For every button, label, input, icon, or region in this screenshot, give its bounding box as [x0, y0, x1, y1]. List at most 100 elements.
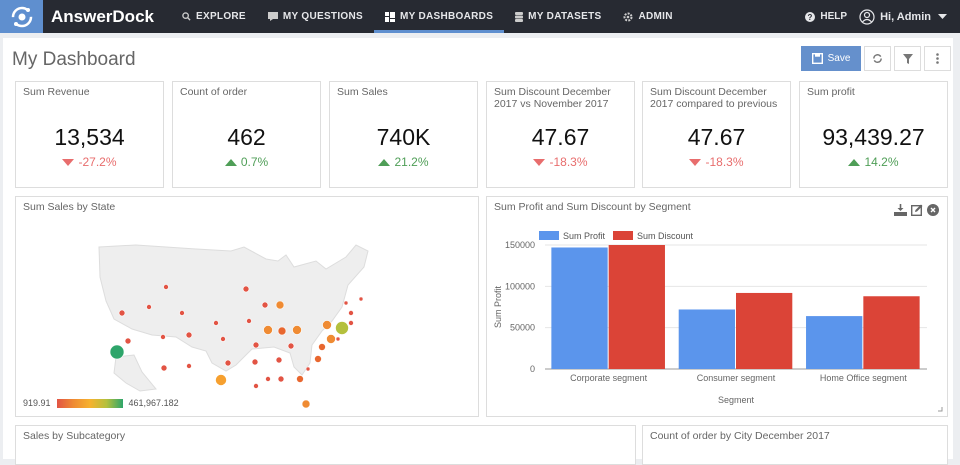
state-bubble[interactable]: [318, 343, 326, 351]
help-label: HELP: [820, 11, 848, 22]
kpi-title: Count of order: [180, 86, 248, 98]
nav-admin[interactable]: ADMIN: [612, 0, 683, 33]
subcategory-title: Sales by Subcategory: [23, 430, 126, 442]
state-bubble[interactable]: [322, 320, 332, 330]
state-bubble[interactable]: [287, 342, 295, 350]
state-bubble[interactable]: [305, 366, 311, 372]
bar: [736, 292, 793, 369]
map-color-legend: 919.91 461,967.182: [23, 398, 179, 408]
state-bubble[interactable]: [186, 363, 192, 369]
state-bubble[interactable]: [292, 325, 302, 335]
refresh-icon: [873, 54, 882, 63]
download-icon[interactable]: [894, 204, 907, 216]
save-button[interactable]: Save: [801, 46, 861, 71]
bar: [678, 309, 735, 369]
kpi-delta: 21.2%: [330, 155, 477, 169]
kpi-value: 47.67: [687, 124, 746, 150]
state-bubble[interactable]: [253, 383, 259, 389]
legend-max: 461,967.182: [128, 398, 179, 408]
help-icon: ?: [805, 11, 816, 22]
state-bubble[interactable]: [252, 341, 260, 349]
logo-icon[interactable]: [0, 0, 43, 33]
nav-my-questions[interactable]: MY QUESTIONS: [257, 0, 374, 33]
state-bubble[interactable]: [265, 376, 271, 382]
state-bubble[interactable]: [335, 336, 341, 342]
edit-icon[interactable]: [911, 204, 923, 216]
trend-down-icon: [533, 158, 546, 166]
state-bubble[interactable]: [213, 320, 219, 326]
state-bubble[interactable]: [263, 325, 273, 335]
user-name: Hi, Admin: [880, 10, 931, 23]
close-icon[interactable]: [927, 204, 939, 216]
state-bubble[interactable]: [163, 284, 169, 290]
state-bubble[interactable]: [296, 375, 304, 383]
kpi-card[interactable]: Sum profit 93,439.27 14.2%: [799, 81, 948, 188]
resize-handle-icon[interactable]: [938, 407, 943, 412]
kpi-card[interactable]: Sum Revenue 13,534 -27.2%: [15, 81, 164, 188]
state-bubble[interactable]: [246, 318, 252, 324]
bar: [863, 296, 920, 369]
state-bubble[interactable]: [314, 355, 322, 363]
kpi-title: Sum profit: [807, 86, 855, 98]
chat-icon: [267, 12, 278, 21]
city-title: Count of order by City December 2017: [650, 430, 830, 442]
refresh-button[interactable]: [864, 46, 891, 71]
nav-explore[interactable]: EXPLORE: [171, 0, 257, 33]
state-bubble[interactable]: [343, 300, 349, 306]
state-bubble[interactable]: [348, 310, 354, 316]
help-link[interactable]: ? HELP: [805, 11, 847, 22]
us-map[interactable]: [16, 197, 480, 418]
state-bubble[interactable]: [109, 344, 125, 360]
dashboard-main: My Dashboard Save Sum Revenue 13,534 -27.2…: [3, 38, 953, 465]
state-bubble[interactable]: [220, 336, 226, 342]
state-bubble[interactable]: [277, 326, 287, 336]
state-bubble[interactable]: [275, 300, 285, 310]
state-bubble[interactable]: [326, 334, 336, 344]
state-bubble[interactable]: [160, 364, 168, 372]
state-bubble[interactable]: [301, 399, 311, 409]
nav-label: ADMIN: [638, 11, 673, 22]
state-bubble[interactable]: [224, 359, 232, 367]
legend-label: Sum Discount: [637, 231, 694, 241]
state-bubble[interactable]: [124, 337, 132, 345]
nav-label: MY DASHBOARDS: [400, 11, 494, 22]
kpi-card[interactable]: Sum Discount December 2017 vs November 2…: [486, 81, 635, 188]
kpi-card[interactable]: Sum Sales 740K 21.2%: [329, 81, 478, 188]
nav-my-dashboards[interactable]: MY DASHBOARDS: [374, 0, 505, 33]
state-bubble[interactable]: [348, 320, 354, 326]
kpi-title: Sum Discount December 2017 compared to p…: [650, 86, 778, 110]
kpi-value: 462: [227, 124, 266, 150]
state-bubble[interactable]: [335, 321, 349, 335]
kpi-delta-value: 21.2%: [394, 155, 429, 169]
kpi-title: Sum Sales: [337, 86, 388, 98]
state-bubble[interactable]: [215, 374, 227, 386]
legend-label: Sum Profit: [563, 231, 606, 241]
trend-up-icon: [378, 158, 391, 166]
state-bubble[interactable]: [275, 356, 283, 364]
filter-button[interactable]: [894, 46, 921, 71]
user-menu[interactable]: Hi, Admin: [859, 8, 952, 25]
kpi-delta: 0.7%: [173, 155, 320, 169]
bar: [608, 245, 665, 369]
state-bubble[interactable]: [251, 358, 259, 366]
more-options-button[interactable]: [924, 46, 951, 71]
state-bubble[interactable]: [118, 309, 126, 317]
kpi-card[interactable]: Count of order 462 0.7%: [172, 81, 321, 188]
nav-my-datasets[interactable]: MY DATASETS: [504, 0, 612, 33]
kpi-title: Sum Revenue: [23, 86, 90, 98]
state-bubble[interactable]: [261, 301, 269, 309]
state-bubble[interactable]: [146, 304, 152, 310]
legend-min: 919.91: [23, 398, 51, 408]
y-tick-label: 150000: [505, 240, 535, 250]
state-bubble[interactable]: [160, 334, 166, 340]
state-bubble[interactable]: [185, 331, 193, 339]
kpi-card[interactable]: Sum Discount December 2017 compared to p…: [642, 81, 791, 188]
state-bubble[interactable]: [358, 296, 364, 302]
kpi-delta-value: 14.2%: [864, 155, 899, 169]
kpi-value: 13,534: [54, 124, 125, 150]
state-bubble[interactable]: [242, 285, 250, 293]
save-icon: [811, 53, 823, 64]
state-bubble[interactable]: [277, 375, 285, 383]
kpi-delta: -18.3%: [643, 155, 790, 169]
state-bubble[interactable]: [179, 310, 185, 316]
